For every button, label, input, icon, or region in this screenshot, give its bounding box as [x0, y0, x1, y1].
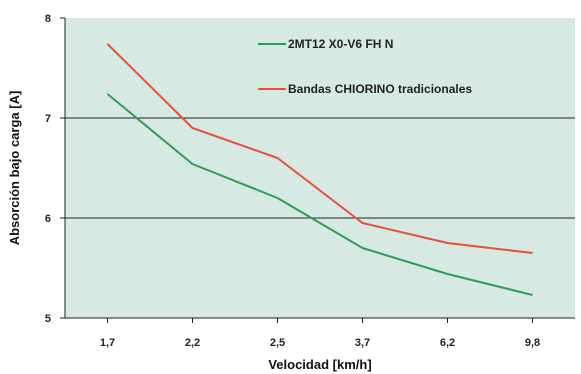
legend-label-0: 2MT12 X0-V6 FH N: [288, 37, 393, 51]
y-tick-label: 8: [45, 13, 51, 25]
x-tick-label: 3,7: [355, 337, 370, 349]
y-tick-label: 6: [45, 213, 51, 225]
x-axis-title: Velocidad [km/h]: [268, 357, 371, 372]
series-lines: [106, 43, 533, 296]
plot-area: [65, 18, 575, 318]
y-axis-title: Absorción bajo carga [A]: [7, 91, 22, 246]
x-tick-label: 6,2: [440, 337, 455, 349]
x-tick-label: 2,2: [185, 337, 200, 349]
y-tick-label: 7: [45, 113, 51, 125]
y-tick-label: 5: [45, 313, 51, 325]
legend: 2MT12 X0-V6 FH N Bandas CHIORINO tradicio…: [258, 37, 472, 96]
axes: 5 6 7 8 1,7 2,2 2,5 3,7 6,2 9,8: [45, 13, 575, 349]
x-tick-label: 9,8: [525, 337, 540, 349]
series-line-1: [106, 43, 533, 254]
series-line-0: [106, 93, 533, 296]
x-tick-label: 1,7: [100, 337, 115, 349]
legend-label-1: Bandas CHIORINO tradicionales: [288, 82, 472, 96]
x-tick-label: 2,5: [270, 337, 285, 349]
gridlines: [65, 117, 575, 219]
